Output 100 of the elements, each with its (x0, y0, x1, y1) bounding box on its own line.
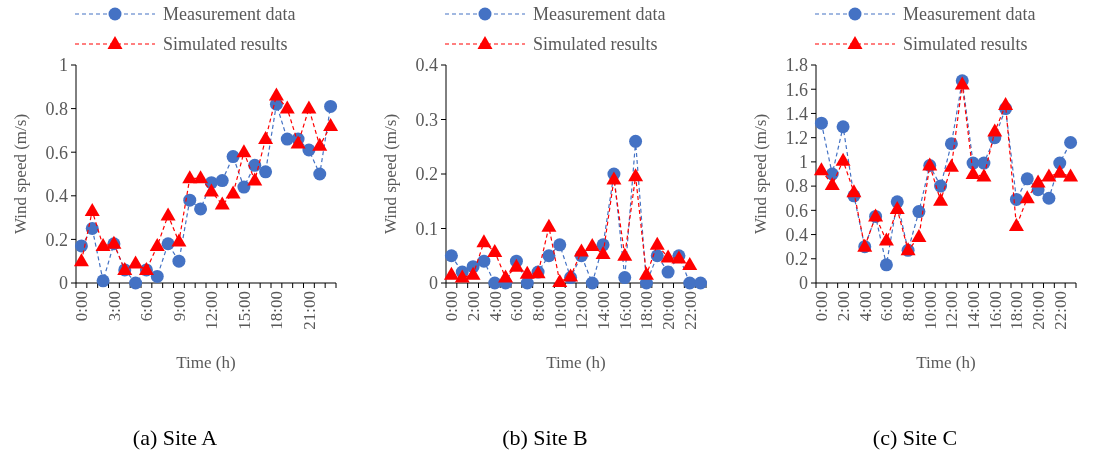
x-tick-label: 2:00 (464, 291, 484, 322)
point (628, 168, 644, 182)
point (172, 254, 186, 268)
point (595, 246, 611, 260)
x-tick-label: 16:00 (615, 291, 635, 330)
x-tick-label: 10:00 (920, 291, 940, 330)
x-tick-label: 0:00 (442, 291, 462, 322)
y-tick-label: 0.4 (785, 224, 808, 245)
point (519, 265, 535, 279)
point (934, 179, 948, 193)
x-tick-label: 18:00 (637, 291, 657, 330)
point (824, 176, 840, 190)
y-tick-label: 0 (59, 273, 68, 294)
point (878, 232, 894, 246)
y-tick-label: 0.2 (45, 229, 68, 250)
point (508, 258, 524, 272)
point (161, 237, 175, 251)
point (247, 172, 263, 186)
x-tick-label: 20:00 (1029, 291, 1049, 330)
point (444, 249, 458, 263)
point (301, 100, 317, 114)
point (618, 271, 632, 285)
x-tick-label: 16:00 (985, 291, 1005, 330)
x-tick-label: 0:00 (812, 291, 832, 322)
point (541, 218, 557, 232)
point (465, 266, 481, 280)
point (193, 170, 209, 184)
point (95, 237, 111, 251)
point (203, 183, 219, 197)
legend-label: Simulated results (533, 34, 658, 55)
point (813, 162, 829, 176)
x-tick-label: 12:00 (202, 291, 222, 330)
point (911, 228, 927, 242)
point (312, 137, 328, 151)
point (846, 184, 862, 198)
y-tick-label: 0.8 (785, 176, 808, 197)
point (487, 243, 503, 257)
y-axis-title: Wind speed (m/s) (381, 113, 400, 235)
point (573, 243, 589, 257)
y-tick-label: 0.3 (415, 109, 438, 130)
legend-label: Simulated results (903, 34, 1028, 55)
point (1042, 191, 1056, 205)
y-axis-title: Wind speed (m/s) (751, 113, 770, 235)
point (660, 249, 676, 263)
y-tick-label: 0.6 (785, 200, 808, 221)
point (225, 185, 241, 199)
point (477, 254, 491, 268)
y-tick-label: 0.1 (415, 218, 438, 239)
x-tick-label: 9:00 (169, 291, 189, 322)
point (682, 257, 698, 271)
point (237, 180, 251, 194)
point (1019, 190, 1035, 204)
y-tick-label: 0.2 (415, 164, 438, 185)
point (943, 158, 959, 172)
point (129, 276, 143, 290)
x-tick-label: 22:00 (680, 291, 700, 330)
point (150, 269, 164, 283)
point (629, 134, 643, 148)
point (323, 118, 339, 132)
point (476, 234, 492, 248)
y-tick-label: 1.8 (785, 55, 808, 76)
x-tick-label: 14:00 (594, 291, 614, 330)
x-tick-label: 6:00 (877, 291, 897, 322)
point (454, 269, 470, 283)
y-tick-label: 1.2 (785, 127, 808, 148)
point (268, 87, 284, 101)
x-tick-label: 12:00 (942, 291, 962, 330)
y-tick-label: 0.2 (785, 249, 808, 270)
point (1041, 168, 1057, 182)
x-tick-label: 3:00 (104, 291, 124, 322)
point (617, 247, 633, 261)
point (650, 249, 664, 263)
point (987, 123, 1003, 137)
x-tick-label: 8:00 (529, 291, 549, 322)
y-axis-title: Wind speed (m/s) (11, 113, 30, 235)
point (683, 276, 697, 290)
x-tick-label: 20:00 (659, 291, 679, 330)
text: (a) Site A (132, 425, 218, 450)
point (443, 266, 459, 280)
point (542, 249, 556, 263)
point (226, 150, 240, 164)
point (584, 237, 600, 251)
point (488, 276, 502, 290)
y-tick-label: 0.6 (45, 142, 68, 163)
point (96, 274, 110, 288)
legend-label: Measurement data (903, 4, 1036, 25)
x-tick-label: 2:00 (834, 291, 854, 322)
legend-label: Measurement data (533, 4, 666, 25)
y-tick-label: 0 (429, 273, 438, 294)
y-tick-label: 0.8 (45, 98, 68, 119)
x-tick-label: 18:00 (267, 291, 287, 330)
point (835, 152, 851, 166)
point (836, 120, 850, 134)
point (661, 265, 675, 279)
point (552, 273, 568, 287)
x-tick-label: 0:00 (72, 291, 92, 322)
x-tick-label: 22:00 (1050, 291, 1070, 330)
point (259, 165, 273, 179)
point (553, 238, 567, 252)
point (214, 196, 230, 210)
